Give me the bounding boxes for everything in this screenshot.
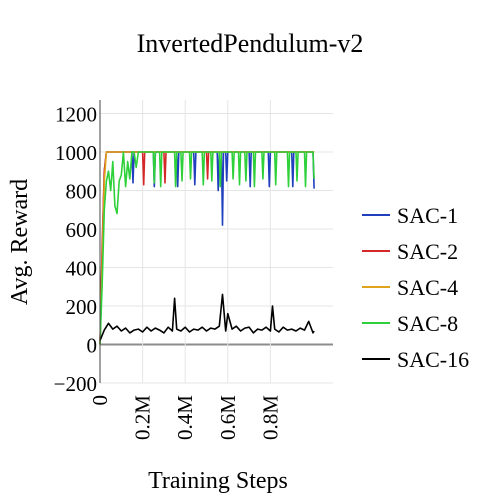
y-tick-labels: −200 0 200 400 600 800 1000 1200	[54, 102, 97, 396]
y-tick-label: −200	[54, 372, 97, 396]
y-tick-label: 1200	[55, 102, 97, 126]
x-tick-labels: 0 0.2M 0.4M 0.6M 0.8M	[88, 395, 282, 440]
grid	[100, 100, 333, 384]
y-tick-label: 600	[66, 218, 98, 242]
y-tick-label: 1000	[55, 141, 97, 165]
legend: SAC-1 SAC-2 SAC-4 SAC-8 SAC-16	[362, 203, 469, 372]
y-axis-label: Avg. Reward	[7, 179, 33, 305]
legend-item: SAC-2	[362, 239, 458, 264]
plot-background	[100, 100, 333, 383]
legend-item: SAC-4	[362, 275, 458, 300]
legend-label: SAC-8	[397, 311, 458, 336]
series-line-sac-1	[99, 151, 315, 345]
legend-item: SAC-1	[362, 203, 458, 228]
x-tick-label: 0.2M	[131, 395, 155, 440]
x-tick-label: 0	[88, 395, 112, 406]
legend-label: SAC-2	[397, 239, 458, 264]
y-tick-label: 800	[66, 179, 98, 203]
legend-label: SAC-1	[397, 203, 458, 228]
x-axis-label: Training Steps	[148, 468, 288, 494]
series-lines	[99, 151, 315, 345]
legend-label: SAC-16	[397, 347, 469, 372]
x-tick-label: 0.4M	[173, 395, 197, 440]
x-tick-label: 0.8M	[258, 395, 282, 440]
y-tick-label: 0	[87, 333, 98, 357]
series-line-sac-8	[99, 151, 315, 345]
series-line-sac-16	[99, 293, 315, 341]
y-tick-label: 400	[66, 256, 98, 280]
x-tick-label: 0.6M	[216, 395, 240, 440]
legend-item: SAC-16	[362, 347, 469, 372]
y-tick-label: 200	[66, 295, 98, 319]
legend-item: SAC-8	[362, 311, 458, 336]
legend-label: SAC-4	[397, 275, 458, 300]
chart-title: InvertedPendulum-v2	[137, 29, 364, 58]
